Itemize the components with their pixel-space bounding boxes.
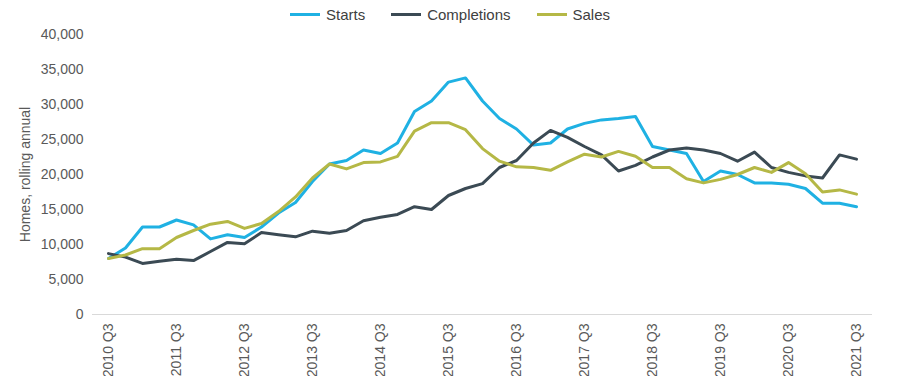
svg-text:2013 Q3: 2013 Q3	[304, 323, 320, 376]
svg-text:2020 Q3: 2020 Q3	[780, 323, 796, 376]
svg-text:2018 Q3: 2018 Q3	[644, 323, 660, 376]
html-text:Sales: Sales	[572, 5, 610, 23]
html-text:Starts: Starts	[326, 5, 366, 23]
svg-text:25,000: 25,000	[41, 131, 84, 147]
html-text:Completions: Completions	[427, 5, 511, 23]
svg-text:5,000: 5,000	[48, 271, 83, 287]
svg-text:0: 0	[76, 306, 84, 322]
svg-text:2011 Q3: 2011 Q3	[168, 323, 184, 376]
svg-text:2021 Q3: 2021 Q3	[848, 323, 864, 376]
svg-text:40,000: 40,000	[41, 26, 84, 42]
svg-text:30,000: 30,000	[41, 96, 84, 112]
svg-text:2019 Q3: 2019 Q3	[712, 323, 728, 376]
svg-text:10,000: 10,000	[41, 236, 84, 252]
svg-text:35,000: 35,000	[41, 61, 84, 77]
svg-text:Homes, rolling annual: Homes, rolling annual	[17, 107, 33, 242]
svg-text:2012 Q3: 2012 Q3	[236, 323, 252, 376]
svg-text:15,000: 15,000	[41, 201, 84, 217]
svg-text:2014 Q3: 2014 Q3	[372, 323, 388, 376]
svg-text:2010 Q3: 2010 Q3	[100, 323, 116, 376]
svg-text:2016 Q3: 2016 Q3	[508, 323, 524, 376]
svg-text:2015 Q3: 2015 Q3	[440, 323, 456, 376]
svg-text:2017 Q3: 2017 Q3	[576, 323, 592, 376]
svg-text:20,000: 20,000	[41, 166, 84, 182]
